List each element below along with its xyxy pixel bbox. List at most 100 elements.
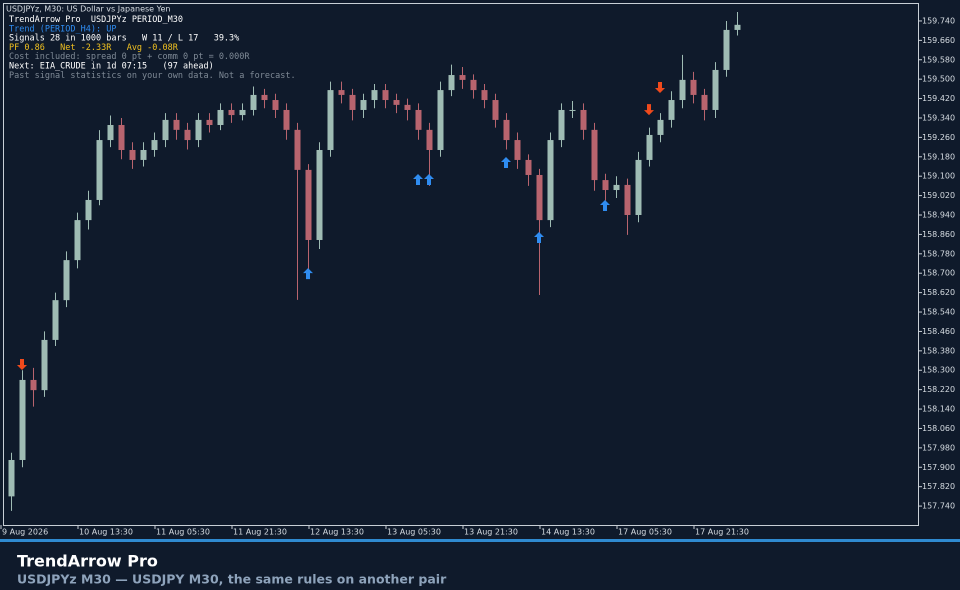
- y-tick-label: 159.500: [922, 75, 955, 84]
- candle-body: [338, 90, 345, 95]
- buy-arrow: [501, 157, 511, 169]
- candle-body: [668, 100, 675, 120]
- sell-arrow: [655, 81, 665, 93]
- y-tick-label: 159.260: [922, 133, 955, 142]
- y-tick-label: 159.180: [922, 152, 955, 161]
- candle-body: [283, 109, 290, 130]
- x-tick-label: 12 Aug 13:30: [310, 528, 364, 537]
- x-tick-label: 11 Aug 21:30: [233, 528, 287, 537]
- candle-body: [294, 129, 301, 170]
- candle-body: [151, 140, 158, 150]
- x-tick-label: 14 Aug 13:30: [541, 528, 595, 537]
- footer-subtitle: USDJPYz M30 — USDJPY M30, the same rules…: [17, 572, 447, 587]
- y-tick-label: 158.940: [922, 211, 955, 220]
- info-line: Trend (PERIOD_H4): UP: [9, 24, 116, 34]
- x-tick-label: 13 Aug 21:30: [464, 528, 518, 537]
- candle-body: [360, 100, 367, 110]
- candle-body: [712, 69, 719, 110]
- candle-body: [173, 119, 180, 130]
- candle-body: [184, 129, 191, 141]
- plot-frame: [3, 3, 919, 526]
- y-tick-label: 159.580: [922, 55, 955, 64]
- candle-body: [503, 119, 510, 141]
- y-tick-label: 157.980: [922, 443, 955, 452]
- candle-body: [162, 119, 169, 141]
- y-tick-label: 158.300: [922, 366, 955, 375]
- candle-body: [426, 129, 433, 150]
- candle-body: [96, 140, 103, 200]
- candle-body: [316, 149, 323, 240]
- sell-arrow: [644, 104, 654, 116]
- info-line: PF 0.86 Net -2.33R Avg -0.08R: [9, 43, 179, 53]
- candle-body: [305, 169, 312, 240]
- x-tick-label: 10 Aug 13:30: [79, 528, 133, 537]
- y-tick-label: 159.340: [922, 113, 955, 122]
- candle-body: [85, 199, 92, 221]
- candle-body: [250, 94, 257, 110]
- info-line: Cost included: spread 0 pt + comm 0 pt =…: [9, 52, 250, 62]
- y-tick-label: 158.780: [922, 249, 955, 258]
- y-tick-label: 158.460: [922, 327, 955, 336]
- candle-body: [129, 149, 136, 160]
- y-tick-label: 159.740: [922, 16, 955, 25]
- candle-body: [701, 94, 708, 110]
- y-tick-label: 157.900: [922, 463, 955, 472]
- footer-rule: [0, 539, 960, 542]
- y-tick-label: 159.420: [922, 94, 955, 103]
- y-tick-label: 159.660: [922, 36, 955, 45]
- x-tick-label: 9 Aug 2026: [2, 528, 48, 537]
- candle-body: [723, 29, 730, 70]
- x-tick-label: 11 Aug 05:30: [156, 528, 210, 537]
- candle-body: [415, 109, 422, 130]
- candle-body: [602, 180, 609, 191]
- candle-body: [19, 379, 26, 460]
- y-tick-label: 158.060: [922, 424, 955, 433]
- candle-body: [140, 149, 147, 160]
- candle-body: [118, 125, 125, 150]
- candle-body: [679, 79, 686, 101]
- info-line: TrendArrow Pro USDJPYz PERIOD_M30: [9, 15, 183, 25]
- candle-body: [30, 379, 37, 391]
- candle-body: [569, 109, 576, 111]
- info-line: Next: EIA_CRUDE in 1d 07:15 (97 ahead): [9, 62, 214, 72]
- candle-body: [635, 159, 642, 216]
- buy-arrow: [600, 199, 610, 211]
- info-line: Signals 28 in 1000 bars W 11 / L 17 39.3…: [9, 34, 239, 44]
- candle-body: [349, 94, 356, 110]
- candle-body: [492, 100, 499, 120]
- candle-body: [52, 300, 59, 340]
- candle-body: [74, 220, 81, 261]
- buy-arrow: [303, 268, 313, 280]
- candle-body: [195, 119, 202, 141]
- candle-body: [525, 159, 532, 175]
- candle-body: [657, 119, 664, 135]
- candle-body: [272, 100, 279, 110]
- candle-body: [206, 119, 213, 126]
- y-tick-label: 158.620: [922, 288, 955, 297]
- y-tick-label: 158.220: [922, 385, 955, 394]
- candle-body: [470, 79, 477, 91]
- candle-body: [580, 109, 587, 130]
- candle-body: [41, 339, 48, 391]
- candle-body: [646, 134, 653, 160]
- candle-body: [261, 94, 268, 101]
- y-tick-label: 158.700: [922, 269, 955, 278]
- candle-body: [404, 104, 411, 110]
- y-tick-label: 157.740: [922, 502, 955, 511]
- candle-body: [690, 79, 697, 95]
- candle-body: [382, 90, 389, 101]
- candle-body: [624, 184, 631, 216]
- candle-body: [734, 24, 741, 30]
- candle-body: [613, 184, 620, 191]
- x-tick-label: 13 Aug 05:30: [387, 528, 441, 537]
- y-tick-label: 158.860: [922, 230, 955, 239]
- sell-arrow: [17, 359, 27, 371]
- x-tick-label: 17 Aug 05:30: [618, 528, 672, 537]
- candle-body: [63, 260, 70, 301]
- candle-body: [239, 109, 246, 116]
- candle-body: [437, 90, 444, 150]
- candle-body: [371, 90, 378, 101]
